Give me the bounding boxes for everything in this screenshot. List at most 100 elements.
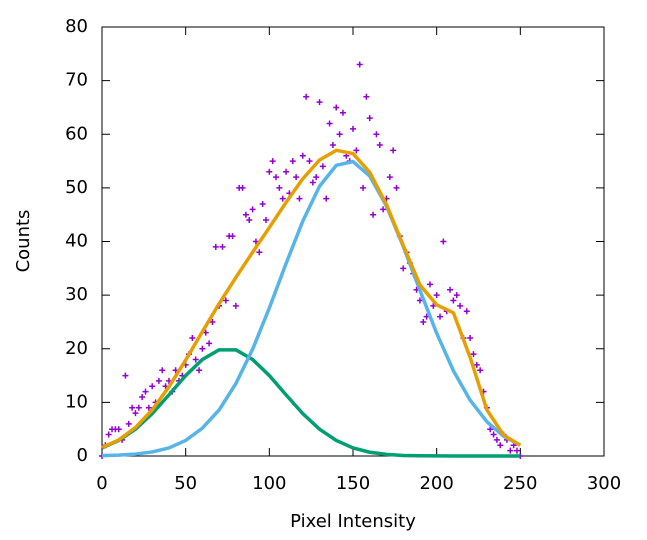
data-point — [386, 174, 393, 181]
data-point — [319, 163, 326, 170]
data-point — [463, 308, 470, 315]
data-point — [453, 292, 460, 299]
data-point — [219, 243, 226, 250]
x-tick-label: 0 — [96, 473, 107, 494]
data-point — [212, 243, 219, 250]
data-point — [139, 394, 146, 401]
y-tick-label: 60 — [65, 123, 88, 144]
fit-curve — [101, 348, 521, 458]
data-point — [189, 335, 196, 342]
data-point — [353, 147, 360, 154]
y-tick-label: 30 — [65, 284, 88, 305]
data-point — [246, 217, 253, 224]
data-point — [493, 436, 500, 443]
data-point — [122, 372, 129, 379]
data-point — [363, 93, 370, 100]
data-point — [400, 265, 407, 272]
data-point — [390, 147, 397, 154]
data-point — [209, 318, 216, 325]
data-point — [269, 158, 276, 165]
data-point — [115, 426, 122, 433]
data-point — [129, 404, 136, 411]
data-point — [262, 217, 269, 224]
data-point — [306, 158, 313, 165]
data-point — [336, 131, 343, 138]
data-point — [145, 404, 152, 411]
x-tick-label: 300 — [587, 473, 621, 494]
data-point — [473, 361, 480, 368]
data-point — [149, 383, 156, 390]
data-point — [242, 211, 249, 218]
data-point — [105, 431, 112, 438]
data-point — [313, 174, 320, 181]
data-point — [239, 184, 246, 191]
data-point — [457, 302, 464, 309]
data-point — [276, 184, 283, 191]
data-point — [333, 104, 340, 111]
data-point — [289, 158, 296, 165]
y-tick-label: 70 — [65, 70, 88, 91]
data-point — [497, 442, 504, 449]
data-point — [433, 292, 440, 299]
data-point — [259, 200, 266, 207]
data-point — [513, 447, 520, 454]
y-tick-label: 50 — [65, 177, 88, 198]
y-tick-label: 0 — [77, 445, 88, 466]
data-point — [293, 174, 300, 181]
y-tick-label: 10 — [65, 391, 88, 412]
data-point — [206, 340, 213, 347]
x-tick-label: 150 — [336, 473, 370, 494]
data-point — [420, 318, 427, 325]
data-point — [373, 131, 380, 138]
data-point — [249, 206, 256, 213]
data-point — [437, 313, 444, 320]
data-point — [316, 99, 323, 106]
data-point — [360, 184, 367, 191]
data-point — [142, 388, 149, 395]
x-tick-label: 50 — [174, 473, 197, 494]
data-point — [416, 297, 423, 304]
y-tick-label: 40 — [65, 231, 88, 252]
data-point — [155, 377, 162, 384]
y-tick-label: 20 — [65, 338, 88, 359]
data-point — [470, 351, 477, 358]
data-point — [426, 281, 433, 288]
data-point — [266, 168, 273, 175]
data-point — [477, 367, 484, 374]
data-point — [490, 431, 497, 438]
fit-curve — [101, 148, 522, 450]
data-point — [283, 168, 290, 175]
data-point — [323, 195, 330, 202]
data-point — [487, 426, 494, 433]
data-point — [326, 120, 333, 127]
data-point — [376, 141, 383, 148]
data-point — [370, 211, 377, 218]
plot-frame — [101, 26, 605, 457]
data-point — [273, 174, 280, 181]
y-axis-label: Counts — [13, 210, 34, 273]
data-point — [125, 420, 132, 427]
data-point — [229, 233, 236, 240]
data-point — [222, 297, 229, 304]
data-point — [393, 184, 400, 191]
data-point — [339, 109, 346, 116]
data-point — [507, 447, 514, 454]
data-point — [135, 404, 142, 411]
data-point — [256, 249, 263, 256]
data-point — [467, 335, 474, 342]
data-point — [279, 195, 286, 202]
fit-curve — [101, 159, 522, 458]
data-point — [196, 367, 203, 374]
data-point — [350, 125, 356, 132]
data-point — [192, 356, 199, 363]
x-axis-label: Pixel Intensity — [290, 511, 416, 532]
data-point — [299, 152, 306, 159]
data-point — [329, 141, 336, 148]
data-point — [447, 286, 454, 293]
data-point — [303, 93, 310, 100]
data-point — [232, 302, 239, 309]
data-point — [356, 61, 363, 68]
x-tick-label: 200 — [419, 473, 453, 494]
data-point — [450, 297, 457, 304]
